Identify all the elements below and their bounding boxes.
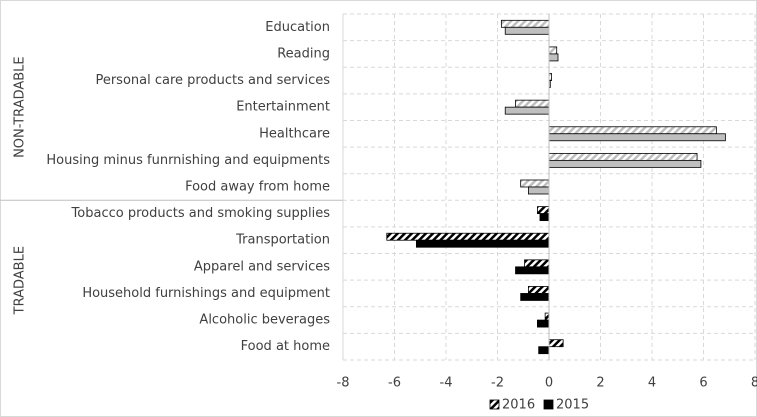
bar <box>520 293 550 301</box>
x-tick-label: 8 <box>751 376 757 391</box>
category-label: Reading <box>277 46 330 61</box>
x-tick-label: -2 <box>491 376 504 391</box>
bar <box>386 232 550 241</box>
x-tick-label: 0 <box>545 376 553 391</box>
x-tick-label: -8 <box>337 376 350 391</box>
category-label: Alcoholic beverages <box>199 313 330 328</box>
bar <box>548 152 698 161</box>
category-label: Transportation <box>235 233 330 248</box>
category-label: Education <box>265 20 330 35</box>
bar <box>528 286 550 294</box>
x-tick-label: 2 <box>596 376 604 391</box>
bar <box>500 19 550 28</box>
bar <box>415 239 550 248</box>
x-tick-label: -6 <box>388 376 401 391</box>
group-label: TRADABLE <box>13 246 28 315</box>
legend-label: 2015 <box>556 398 589 413</box>
x-tick-label: -4 <box>440 376 453 391</box>
category-label: Food at home <box>241 339 330 354</box>
bar <box>528 186 550 195</box>
category-label: Entertainment <box>236 100 330 115</box>
category-label: Household furnishings and equipment <box>82 286 330 301</box>
bar <box>548 133 726 142</box>
bar <box>515 99 550 108</box>
bar <box>504 106 550 115</box>
bar <box>537 319 550 328</box>
legend-label: 2016 <box>502 398 535 413</box>
category-label: Healthcare <box>259 126 330 141</box>
bar <box>524 259 550 268</box>
bar <box>537 206 550 215</box>
bar <box>548 159 702 168</box>
category-label: Tobacco products and smoking supplies <box>71 206 331 221</box>
category-label: Apparel and services <box>194 259 330 274</box>
legend-swatch <box>489 399 500 410</box>
group-label: NON-TRADABLE <box>13 56 28 158</box>
bar <box>520 179 550 188</box>
bar <box>515 266 550 275</box>
bar <box>544 312 550 321</box>
x-tick-label: 6 <box>699 376 707 391</box>
bar <box>539 213 550 222</box>
category-label: Food away from home <box>185 180 330 195</box>
bar <box>548 339 564 348</box>
legend-swatch <box>543 399 554 410</box>
bar <box>504 26 550 35</box>
category-label: Housing minus funrnishing and equipments <box>46 153 330 168</box>
bar <box>548 46 558 55</box>
category-label: Personal care products and services <box>95 73 330 88</box>
bar <box>548 53 559 62</box>
bar <box>538 346 550 355</box>
x-tick-label: 4 <box>648 376 656 391</box>
bar <box>548 126 717 135</box>
